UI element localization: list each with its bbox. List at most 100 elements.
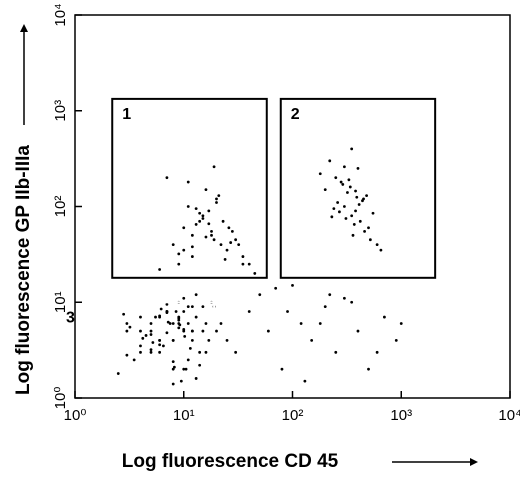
data-point [350, 147, 354, 151]
data-point [274, 286, 278, 290]
data-point [215, 329, 218, 333]
x-axis-title: Log fluorescence CD 45 [122, 451, 339, 472]
data-point [186, 322, 190, 325]
data-point [182, 328, 186, 331]
data-point [212, 238, 216, 242]
data-point [354, 189, 357, 193]
data-point [165, 311, 169, 314]
data-point [171, 367, 175, 371]
data-point [225, 248, 229, 252]
x-tick-label: 10¹ [173, 407, 195, 424]
y-tick-label: 10⁴ [52, 3, 69, 26]
data-point [139, 344, 142, 348]
data-point [183, 334, 187, 338]
data-point [165, 176, 169, 180]
data-point [299, 322, 303, 325]
data-point [190, 329, 194, 333]
data-point [162, 344, 165, 348]
data-point [356, 329, 360, 333]
data-point [328, 159, 332, 163]
data-point [154, 315, 157, 319]
data-point [149, 348, 153, 352]
data-point [347, 178, 351, 182]
data-point [336, 201, 340, 204]
data-point [166, 320, 170, 324]
y-tick-label: 10⁰ [52, 387, 69, 410]
data-point [367, 226, 370, 230]
data-point [190, 305, 194, 309]
data-point [310, 338, 314, 342]
data-point [342, 205, 346, 208]
data-point [158, 350, 162, 354]
data-point [201, 214, 205, 218]
data-point [128, 325, 132, 329]
data-point [212, 165, 216, 169]
data-point [171, 243, 175, 247]
data-point [379, 248, 383, 252]
data-point [132, 358, 136, 362]
data-point [358, 219, 362, 223]
data-point [210, 229, 213, 233]
x-arrowhead [470, 458, 478, 466]
x-tick-label: 10² [282, 407, 304, 424]
data-point [219, 243, 223, 247]
data-point [165, 331, 169, 335]
data-point [350, 300, 354, 304]
data-point [182, 310, 186, 313]
data-point [286, 310, 289, 313]
data-point [234, 238, 238, 242]
data-point [149, 333, 153, 336]
data-point [204, 235, 208, 239]
data-point [194, 223, 198, 226]
data-point [177, 326, 181, 330]
gate [74, 301, 216, 399]
data-point [221, 219, 225, 223]
data-point [367, 367, 370, 371]
x-tick-label: 10⁰ [64, 407, 87, 424]
data-point [201, 217, 205, 220]
data-point [125, 353, 129, 357]
data-point [229, 241, 233, 244]
gate [111, 97, 268, 279]
data-point [158, 268, 162, 271]
data-point [227, 226, 231, 230]
data-point [172, 365, 176, 369]
data-point [323, 188, 327, 192]
data-point [144, 334, 148, 337]
data-point [352, 223, 356, 226]
data-point [234, 350, 238, 354]
data-point [204, 322, 208, 325]
data-point [247, 262, 251, 266]
data-point [334, 176, 338, 180]
data-point [323, 305, 327, 309]
y-axis-title: Log fluorescence GP IIb-IIIa [13, 145, 34, 395]
data-point [182, 367, 186, 371]
data-point [186, 358, 190, 362]
data-point [361, 199, 364, 203]
data-point [223, 258, 227, 261]
y-arrowhead [20, 24, 28, 32]
data-point [186, 180, 190, 184]
data-point [355, 195, 359, 199]
data-point [230, 229, 234, 233]
data-point [375, 350, 379, 354]
data-point [201, 305, 205, 309]
data-point [198, 219, 202, 223]
data-point [375, 243, 379, 247]
data-point [266, 329, 270, 333]
data-point [158, 343, 162, 347]
data-point [204, 350, 208, 354]
data-point [253, 272, 257, 275]
data-point [190, 245, 194, 249]
y-tick-label: 10² [52, 196, 69, 218]
data-point [356, 166, 360, 170]
data-point [198, 350, 202, 354]
x-tick-label: 10⁴ [498, 407, 520, 424]
data-point [348, 185, 352, 189]
data-point [225, 338, 229, 342]
data-point [149, 329, 153, 333]
data-point [171, 322, 175, 325]
data-point [171, 338, 175, 342]
data-point [303, 379, 307, 383]
